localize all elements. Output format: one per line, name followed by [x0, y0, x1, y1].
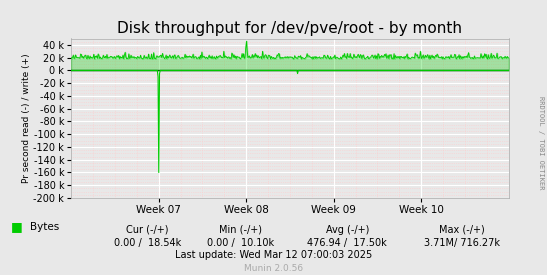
Text: Min (-/+): Min (-/+) [219, 225, 262, 235]
Text: 0.00 /  18.54k: 0.00 / 18.54k [114, 238, 181, 248]
Title: Disk throughput for /dev/pve/root - by month: Disk throughput for /dev/pve/root - by m… [118, 21, 462, 36]
Text: Last update: Wed Mar 12 07:00:03 2025: Last update: Wed Mar 12 07:00:03 2025 [175, 250, 372, 260]
Text: 476.94 /  17.50k: 476.94 / 17.50k [307, 238, 387, 248]
Text: 3.71M/ 716.27k: 3.71M/ 716.27k [424, 238, 500, 248]
Text: Bytes: Bytes [30, 222, 59, 232]
Text: ■: ■ [11, 220, 22, 233]
Text: Max (-/+): Max (-/+) [439, 225, 485, 235]
Y-axis label: Pr second read (-) / write (+): Pr second read (-) / write (+) [22, 53, 31, 183]
Text: Cur (-/+): Cur (-/+) [126, 225, 169, 235]
Text: 0.00 /  10.10k: 0.00 / 10.10k [207, 238, 274, 248]
Text: Munin 2.0.56: Munin 2.0.56 [244, 264, 303, 273]
Text: Avg (-/+): Avg (-/+) [325, 225, 369, 235]
Text: RRDTOOL / TOBI OETIKER: RRDTOOL / TOBI OETIKER [538, 96, 544, 190]
